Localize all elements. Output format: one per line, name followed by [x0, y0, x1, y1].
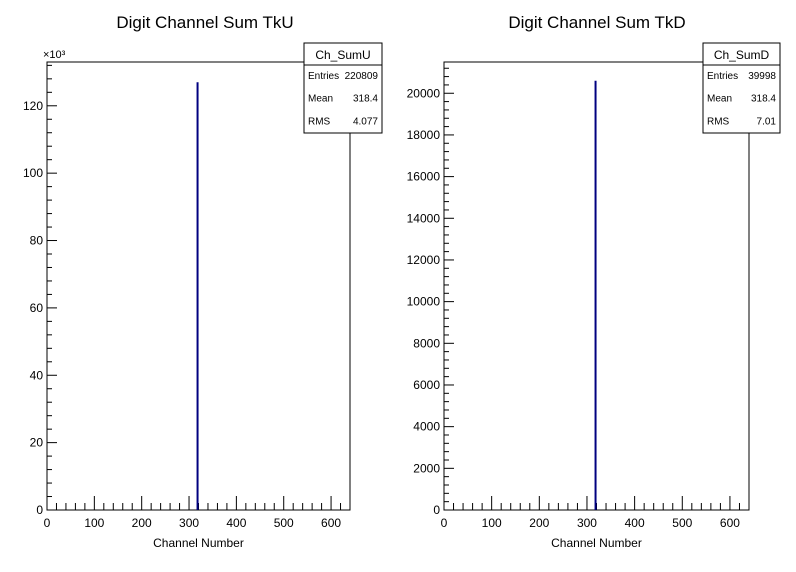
y-tick-label: 16000 — [407, 170, 441, 184]
y-tick-label: 12000 — [407, 253, 441, 267]
stats-row-value: 39998 — [748, 71, 776, 82]
stats-row-label: Entries — [707, 71, 738, 82]
stats-row-label: Entries — [308, 71, 339, 82]
y-tick-label: 14000 — [407, 211, 441, 225]
y-tick-label: 18000 — [407, 128, 441, 142]
stats-row-label: RMS — [707, 116, 730, 127]
y-tick-label: 0 — [36, 503, 43, 517]
y-tick-label: 6000 — [413, 378, 440, 392]
x-tick-label: 0 — [44, 516, 51, 530]
stats-row-value: 4.077 — [353, 116, 378, 127]
stats-box-frame — [702, 42, 781, 134]
stats-row-value: 318.4 — [751, 94, 776, 105]
x-tick-label: 500 — [672, 516, 692, 530]
stats-row-value: 7.01 — [757, 116, 777, 127]
stats-row-label: Mean — [308, 94, 333, 105]
y-tick-label: 0 — [433, 503, 440, 517]
x-tick-label: 200 — [529, 516, 549, 530]
y-tick-label: 8000 — [413, 336, 440, 350]
y-tick-label: 10000 — [407, 295, 441, 309]
chart-title: Digit Channel Sum TkU — [116, 13, 293, 32]
x-axis-label: Channel Number — [153, 536, 244, 550]
stats-row-label: RMS — [308, 116, 331, 127]
stats-row-value: 318.4 — [353, 94, 378, 105]
y-tick-label: 4000 — [413, 420, 440, 434]
y-tick-label: 20 — [30, 436, 44, 450]
x-tick-label: 300 — [179, 516, 199, 530]
x-tick-label: 200 — [132, 516, 152, 530]
x-tick-label: 600 — [720, 516, 740, 530]
x-axis-label: Channel Number — [551, 536, 642, 550]
stats-row-label: Mean — [707, 94, 732, 105]
y-tick-label: 20000 — [407, 86, 441, 100]
chart-title: Digit Channel Sum TkD — [508, 13, 685, 32]
stats-box-title: Ch_SumU — [315, 48, 370, 62]
stats-box-title: Ch_SumD — [714, 48, 770, 62]
y-tick-label: 2000 — [413, 461, 440, 475]
x-tick-label: 500 — [274, 516, 294, 530]
x-tick-label: 0 — [441, 516, 448, 530]
stats-box: Ch_SumU Entries 220809 Mean 318.4 RMS 4.077 — [303, 42, 383, 134]
y-tick-label: 80 — [30, 234, 44, 248]
y-tick-label: 60 — [30, 301, 44, 315]
x-tick-label: 400 — [625, 516, 645, 530]
y-tick-label: 40 — [30, 368, 44, 382]
x-tick-label: 300 — [577, 516, 597, 530]
stats-box-frame — [303, 42, 383, 134]
stats-row-value: 220809 — [345, 71, 379, 82]
y-tick-label: 120 — [23, 99, 43, 113]
y-tick-label: 100 — [23, 166, 43, 180]
panel-tkd: Digit Channel Sum TkD 0 100 200 300 400 500 600… — [407, 13, 781, 550]
x-tick-label: 400 — [226, 516, 246, 530]
x-tick-label: 100 — [482, 516, 502, 530]
stats-box: Ch_SumD Entries 39998 Mean 318.4 RMS 7.01 — [702, 42, 781, 134]
y-exponent-label: ×10³ — [43, 49, 66, 61]
x-tick-label: 100 — [84, 516, 104, 530]
x-tick-label: 600 — [321, 516, 341, 530]
